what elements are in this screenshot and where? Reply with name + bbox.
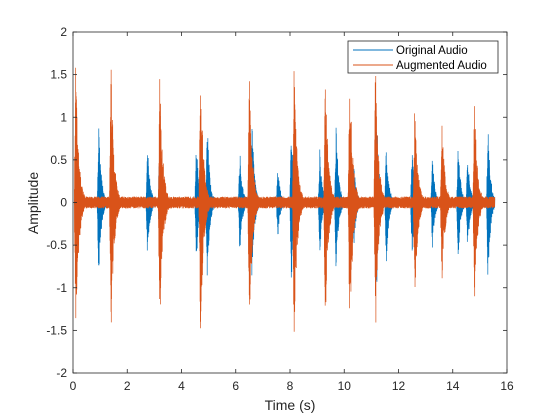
- y-tick-label: 0.5: [50, 153, 67, 167]
- y-tick-label: 0: [60, 196, 67, 210]
- y-tick-label: -1: [56, 281, 67, 295]
- series-layer: [74, 67, 496, 332]
- legend-label-augmented: Augmented Audio: [396, 60, 487, 72]
- y-ticks: -2 -1.5 -1 -0.5 0 0.5 1 1.5 2: [46, 25, 507, 380]
- x-tick-label: 10: [338, 379, 352, 393]
- x-tick-label: 2: [124, 379, 131, 393]
- x-tick-label: 4: [178, 379, 185, 393]
- y-tick-label: -2: [56, 366, 67, 380]
- x-tick-label: 0: [70, 379, 77, 393]
- x-tick-label: 14: [446, 379, 460, 393]
- legend-label-original: Original Audio: [396, 45, 468, 57]
- legend: Original Audio Augmented Audio: [347, 40, 499, 74]
- y-tick-label: 2: [60, 25, 67, 39]
- y-tick-label: 1: [60, 110, 67, 124]
- y-tick-label: -0.5: [46, 238, 67, 252]
- x-axis-label: Time (s): [265, 397, 316, 413]
- y-axis-label: Amplitude: [25, 172, 41, 234]
- legend-box: [347, 40, 499, 74]
- x-tick-label: 16: [500, 379, 514, 393]
- series-line-augmented-audio: [74, 67, 496, 332]
- x-tick-label: 6: [232, 379, 239, 393]
- y-tick-label: -1.5: [46, 323, 67, 337]
- x-tick-label: 8: [287, 379, 294, 393]
- y-tick-label: 1.5: [50, 68, 67, 82]
- x-tick-label: 12: [392, 379, 406, 393]
- x-ticks: 0 2 4 6 8 10 12 14 16: [70, 32, 514, 393]
